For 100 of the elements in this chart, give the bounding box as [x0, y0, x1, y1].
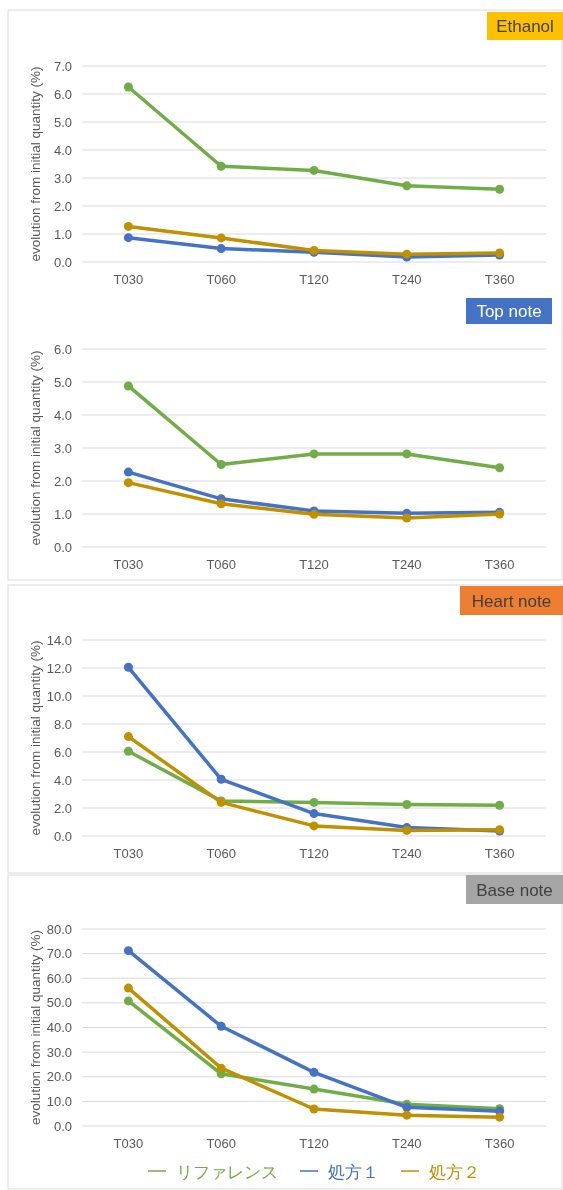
x-tick-label: T060 — [206, 846, 237, 861]
title: Top note — [466, 298, 552, 324]
legend-label: 処方２ — [429, 1163, 480, 1182]
y-tick-label: 10.0 — [46, 1093, 72, 1109]
title: Base note — [466, 875, 563, 904]
point — [123, 983, 133, 993]
title: Heart note — [460, 586, 563, 615]
x-tick-label: T240 — [391, 1136, 422, 1151]
point — [123, 221, 133, 231]
chart-title: Heart note — [471, 591, 552, 611]
x-tick-label: T120 — [299, 557, 329, 572]
point — [309, 165, 319, 175]
x-tick-label: T360 — [484, 272, 515, 287]
y-tick-label: 3.0 — [53, 440, 72, 456]
x-tick-label: T030 — [113, 846, 144, 861]
point — [123, 381, 133, 391]
x-tick-label: T360 — [484, 557, 515, 572]
y-tick-label: 60.0 — [46, 970, 72, 986]
x-tick-label: T030 — [113, 1136, 144, 1151]
y-tick-label: 2.0 — [53, 198, 72, 214]
chart-title: Base note — [476, 880, 553, 900]
y-tick-label: 0.0 — [53, 1118, 72, 1134]
y-tick-label: 50.0 — [46, 995, 72, 1011]
point — [309, 1104, 319, 1114]
y-tick-label: 4.0 — [53, 772, 72, 788]
point — [309, 1084, 319, 1094]
y-tick-label: 7.0 — [53, 58, 72, 74]
y-tick-label: 2.0 — [53, 800, 72, 816]
point — [123, 233, 133, 243]
y-tick-label: 5.0 — [53, 114, 72, 130]
point — [495, 800, 505, 810]
x-tick-label: T240 — [391, 557, 422, 572]
chart-title: Top note — [476, 302, 542, 321]
y-tick-label: 70.0 — [46, 946, 72, 962]
point — [216, 233, 226, 243]
point — [309, 821, 319, 831]
y-tick-label: 10.0 — [46, 688, 72, 704]
point — [123, 82, 133, 92]
y-axis-title: evolution from initial quantity (%) — [28, 929, 43, 1126]
y-tick-label: 40.0 — [46, 1020, 72, 1035]
point — [402, 449, 412, 459]
y-tick-label: 4.0 — [53, 407, 72, 423]
y-tick-label: 5.0 — [53, 374, 72, 390]
y-tick-label: 14.0 — [46, 632, 72, 648]
point — [309, 1067, 319, 1077]
y-tick-label: 1.0 — [53, 506, 72, 522]
y-tick-label: 6.0 — [53, 744, 72, 760]
x-tick-label: T360 — [484, 1136, 515, 1151]
point — [216, 1021, 226, 1031]
x-tick-label: T120 — [299, 272, 329, 287]
x-tick-label: T030 — [113, 557, 144, 572]
y-axis-title: evolution from initial quantity (%) — [28, 640, 43, 836]
y-tick-label: 4.0 — [53, 142, 72, 158]
y-tick-label: 1.0 — [53, 226, 72, 242]
point — [216, 1063, 226, 1073]
point — [402, 1110, 412, 1120]
legend-label: リファレンス — [176, 1163, 278, 1182]
point — [216, 161, 226, 171]
point — [402, 800, 412, 809]
y-tick-label: 3.0 — [53, 170, 72, 186]
y-tick-label: 0.0 — [53, 254, 72, 270]
point — [495, 463, 505, 473]
x-tick-label: T030 — [113, 272, 144, 287]
y-axis-title: evolution from initial quantity (%) — [28, 66, 43, 262]
title: Ethanol — [487, 12, 563, 40]
y-tick-label: 2.0 — [53, 473, 72, 489]
y-tick-label: 0.0 — [53, 828, 72, 844]
point — [309, 449, 319, 459]
point — [309, 797, 319, 807]
point — [123, 746, 133, 756]
y-tick-label: 6.0 — [53, 341, 72, 357]
point — [216, 244, 226, 254]
x-tick-label: T120 — [299, 846, 329, 861]
point — [123, 467, 133, 477]
x-tick-label: T060 — [206, 557, 237, 572]
legend-label: 処方１ — [328, 1163, 379, 1182]
y-axis-title: evolution from initial quantity (%) — [28, 350, 43, 546]
point — [402, 513, 412, 523]
y-tick-label: 6.0 — [53, 86, 72, 102]
y-tick-label: 20.0 — [46, 1069, 72, 1085]
x-tick-label: T360 — [484, 846, 515, 861]
y-tick-label: 0.0 — [53, 539, 72, 555]
point — [495, 184, 505, 194]
point — [123, 662, 133, 672]
x-tick-label: T240 — [391, 846, 422, 861]
x-tick-label: T120 — [299, 1136, 329, 1151]
chart-title: Ethanol — [496, 17, 554, 36]
x-tick-label: T240 — [391, 272, 422, 287]
y-tick-label: 30.0 — [46, 1044, 72, 1060]
point — [216, 774, 226, 784]
point — [123, 478, 133, 488]
y-tick-label: 80.0 — [46, 921, 72, 937]
point — [216, 460, 226, 469]
point — [495, 1112, 505, 1122]
point — [216, 499, 226, 509]
x-tick-label: T060 — [206, 1136, 237, 1151]
point — [123, 946, 133, 956]
y-tick-label: 8.0 — [53, 716, 72, 732]
point — [123, 732, 133, 742]
point — [309, 809, 319, 819]
